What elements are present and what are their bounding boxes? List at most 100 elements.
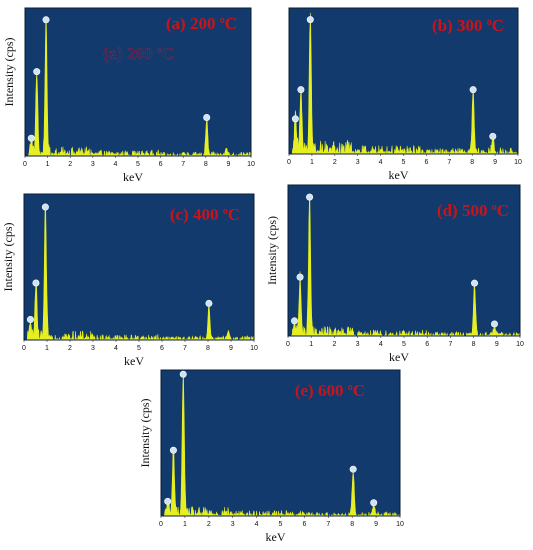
x-axis-title: keV: [389, 350, 409, 364]
x-tick-label-0: 0: [287, 159, 291, 166]
peak-marker-2: [179, 370, 187, 378]
peak-marker-4: [490, 320, 498, 328]
x-tick-label-10: 10: [250, 345, 258, 352]
x-tick-label-7: 7: [447, 159, 451, 166]
x-tick-label-9: 9: [374, 521, 378, 528]
peak-marker-0: [291, 115, 299, 123]
x-tick-label-2: 2: [207, 521, 211, 528]
panel-title-c: (c) 400 oC: [170, 205, 240, 224]
x-tick-label-7: 7: [326, 521, 330, 528]
plot-area: [289, 8, 518, 154]
x-tick-label-2: 2: [68, 161, 72, 168]
plot-area: [25, 8, 251, 156]
x-tick-label-5: 5: [402, 159, 406, 166]
panel-title-e: (e) 600 oC: [295, 381, 365, 400]
x-tick-label-5: 5: [402, 341, 406, 348]
x-tick-label-5: 5: [137, 345, 141, 352]
x-tick-label-3: 3: [91, 345, 95, 352]
peak-marker-1: [296, 273, 304, 281]
x-tick-label-1: 1: [45, 345, 49, 352]
eds-spectrum-chart-c: 0 1 2 3 4 5 6 7 8 9 10 keV Intensity (cps) (c) 400 oC: [1, 193, 258, 368]
panel-c: 0 1 2 3 4 5 6 7 8 9 10 keV Intensity (cps) (c) 400 oC: [0, 186, 265, 368]
x-tick-label-4: 4: [379, 341, 383, 348]
x-tick-label-0: 0: [23, 161, 27, 168]
peak-marker-0: [290, 317, 298, 325]
y-axis-title: Intensity (cps): [265, 216, 279, 285]
eds-spectrum-chart-b: 0 1 2 3 4 5 6 7 8 9 10 keV (b) 300 oC: [287, 7, 522, 182]
peak-marker-3: [471, 279, 479, 287]
x-tick-label-5: 5: [279, 521, 283, 528]
panel-title-d: (d) 500 oC: [437, 201, 509, 220]
eds-spectrum-chart-a: 0 1 2 3 4 5 6 7 8 9 10 keV Intensity (cps) (a) 200 oC…: [2, 7, 255, 184]
plot-area: [24, 194, 254, 340]
x-tick-label-1: 1: [183, 521, 187, 528]
peak-marker-3: [349, 465, 357, 473]
peak-marker-1: [297, 86, 305, 94]
panel-b: 0 1 2 3 4 5 6 7 8 9 10 keV (b) 300 oC: [268, 4, 533, 184]
x-tick-label-3: 3: [356, 159, 360, 166]
x-axis-title: keV: [389, 168, 409, 182]
peak-marker-2: [41, 203, 49, 211]
x-tick-label-0: 0: [286, 341, 290, 348]
x-tick-label-8: 8: [206, 345, 210, 352]
panel-title-a: (a) 200 oC: [166, 14, 237, 33]
peak-marker-4: [370, 499, 378, 507]
x-tick-label-4: 4: [113, 161, 117, 168]
x-tick-label-1: 1: [310, 159, 314, 166]
x-tick-label-6: 6: [425, 341, 429, 348]
peak-marker-1: [169, 446, 177, 454]
panel-title-b: (b) 300 oC: [432, 16, 504, 35]
x-tick-label-3: 3: [231, 521, 235, 528]
x-tick-label-10: 10: [516, 341, 524, 348]
y-axis-title: Intensity (cps): [2, 38, 16, 107]
x-tick-label-7: 7: [183, 345, 187, 352]
x-tick-label-4: 4: [255, 521, 259, 528]
x-tick-label-9: 9: [226, 161, 230, 168]
peak-marker-0: [26, 315, 34, 323]
x-tick-label-3: 3: [91, 161, 95, 168]
peak-marker-2: [42, 16, 50, 24]
plot-area: [161, 370, 400, 516]
x-tick-label-6: 6: [160, 345, 164, 352]
x-tick-label-10: 10: [396, 521, 404, 528]
x-tick-label-3: 3: [356, 341, 360, 348]
x-tick-label-10: 10: [514, 159, 522, 166]
x-axis-title: keV: [266, 530, 286, 544]
peak-marker-3: [469, 86, 477, 94]
x-tick-label-5: 5: [136, 161, 140, 168]
x-tick-label-7: 7: [181, 161, 185, 168]
x-tick-label-2: 2: [332, 341, 336, 348]
x-tick-label-8: 8: [350, 521, 354, 528]
peak-marker-0: [164, 497, 172, 505]
overlay-text-ghost: (a) 200 oC: [103, 44, 174, 63]
x-tick-label-4: 4: [114, 345, 118, 352]
peak-marker-0: [27, 134, 35, 142]
x-tick-label-0: 0: [159, 521, 163, 528]
x-tick-label-2: 2: [68, 345, 72, 352]
x-tick-label-7: 7: [448, 341, 452, 348]
x-tick-label-8: 8: [472, 341, 476, 348]
peak-marker-3: [203, 113, 211, 121]
panel-e: 0 1 2 3 4 5 6 7 8 9 10 keV Intensity (cps) (e) 600 oC: [138, 366, 410, 548]
peak-marker-1: [33, 68, 41, 76]
x-tick-label-9: 9: [495, 341, 499, 348]
x-tick-label-9: 9: [493, 159, 497, 166]
x-tick-label-2: 2: [333, 159, 337, 166]
eds-spectrum-chart-e: 0 1 2 3 4 5 6 7 8 9 10 keV Intensity (cps) (e) 600 oC: [138, 369, 404, 544]
y-axis-title: Intensity (cps): [1, 223, 15, 292]
plot-area: [288, 185, 520, 336]
peak-marker-4: [489, 132, 497, 140]
spectrum-series: [289, 12, 519, 156]
x-tick-label-10: 10: [247, 161, 255, 168]
x-tick-label-1: 1: [46, 161, 50, 168]
peak-marker-2: [306, 193, 314, 201]
peak-marker-1: [32, 279, 40, 287]
spectrum-series: [161, 373, 401, 518]
y-axis-title: Intensity (cps): [138, 399, 152, 468]
x-tick-label-0: 0: [22, 345, 26, 352]
x-tick-label-6: 6: [424, 159, 428, 166]
x-tick-label-6: 6: [159, 161, 163, 168]
peak-marker-3: [205, 299, 213, 307]
x-tick-label-9: 9: [229, 345, 233, 352]
panel-d: 0 1 2 3 4 5 6 7 8 9 10 keV Intensity (cps) (d) 500 oC: [263, 181, 533, 366]
